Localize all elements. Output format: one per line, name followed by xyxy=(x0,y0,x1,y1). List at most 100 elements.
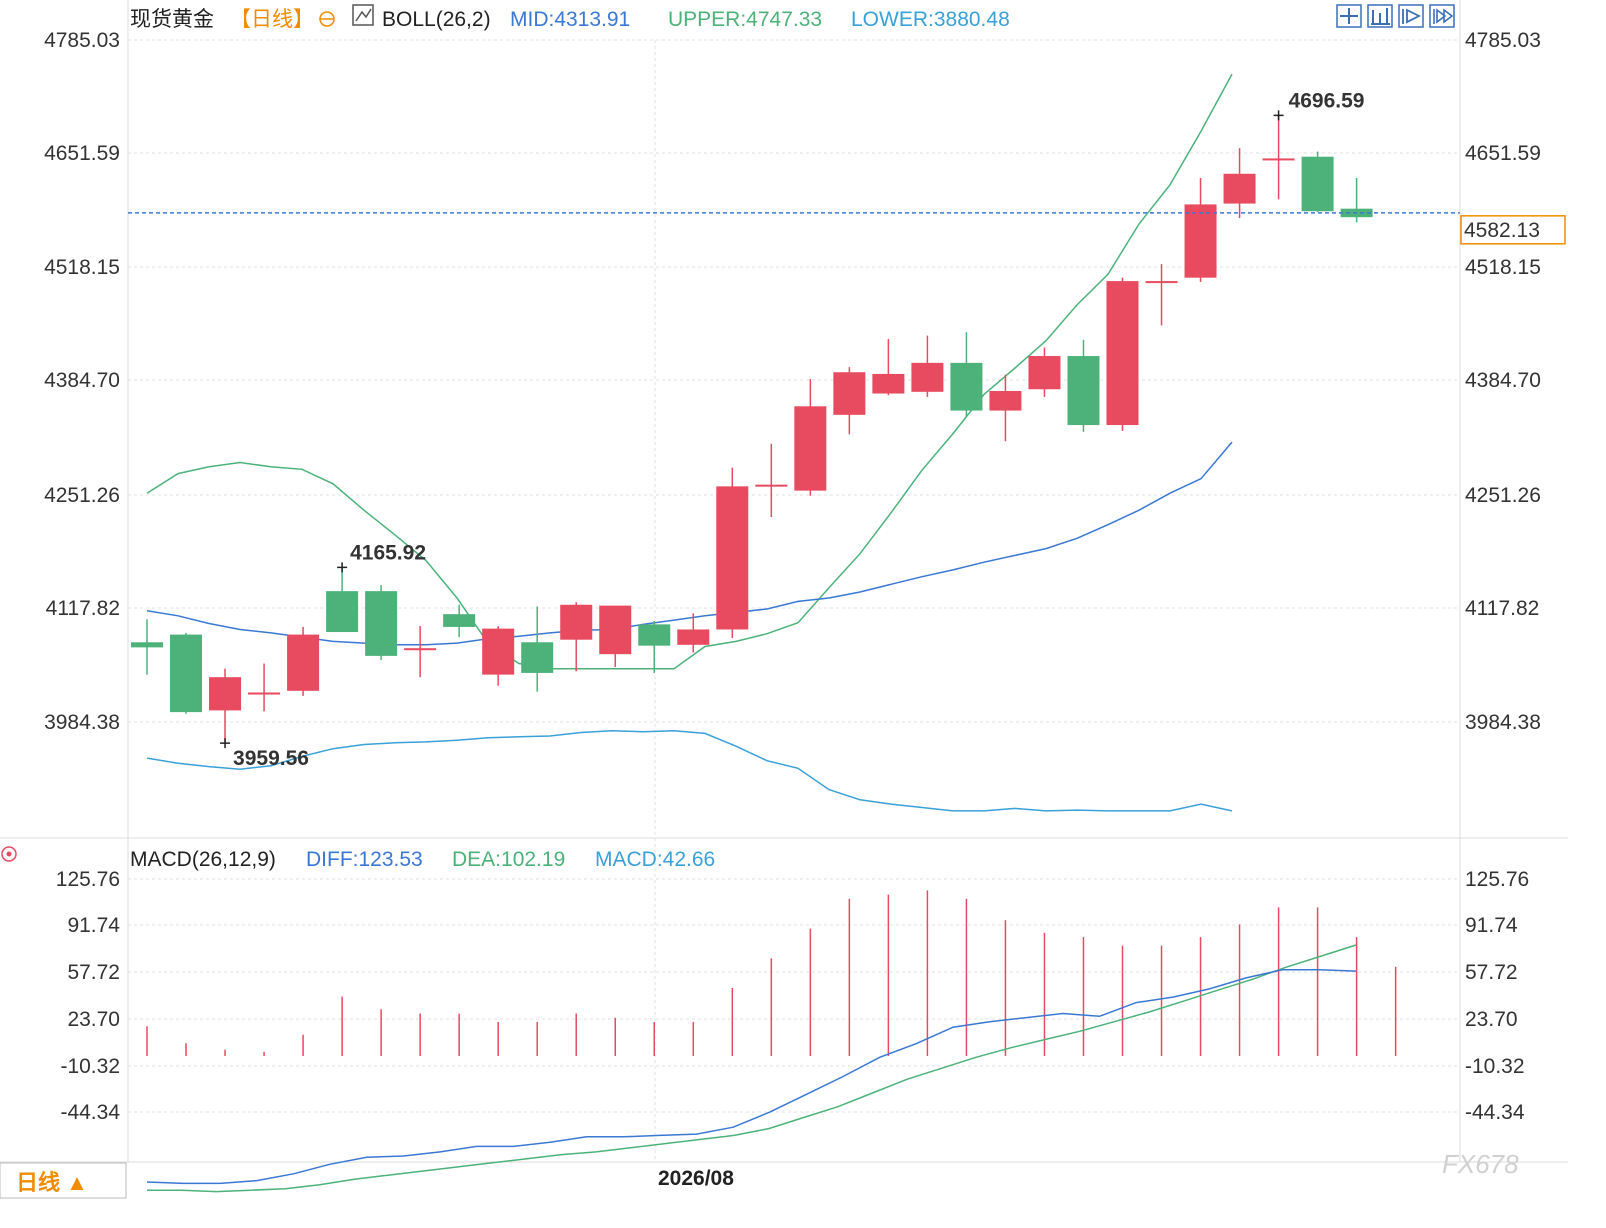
candle-body xyxy=(1262,158,1295,161)
date-axis-label: 2026/08 xyxy=(658,1167,734,1190)
macd-y-tick-label: -10.32 xyxy=(1465,1055,1525,1078)
diff-line xyxy=(146,968,1357,1185)
macd-value-label: MACD:42.66 xyxy=(595,848,715,871)
macd-yaxis-right: 125.76 91.74 57.72 23.70 -10.32 -44.34 xyxy=(1465,868,1529,1124)
macd-histogram xyxy=(146,890,1397,1056)
macd-y-tick-label: 125.76 xyxy=(56,868,120,891)
y-tick-label: 4251.26 xyxy=(1465,484,1541,507)
candlesticks xyxy=(131,114,1373,742)
macd-y-tick-label: 57.72 xyxy=(1465,961,1518,984)
candle-body xyxy=(911,362,944,392)
macd-dea-label: DEA:102.19 xyxy=(452,848,565,871)
macd-y-tick-label: -44.34 xyxy=(1465,1101,1525,1124)
y-tick-label: 4651.59 xyxy=(44,142,120,165)
last-price-label: 4582.13 xyxy=(1464,219,1540,242)
macd-y-tick-label: 91.74 xyxy=(1465,914,1518,937)
macd-y-tick-label: -44.34 xyxy=(60,1101,120,1124)
macd-y-tick-label: 91.74 xyxy=(67,914,120,937)
candle-body xyxy=(755,484,788,487)
candle-body xyxy=(716,486,749,630)
candle-body xyxy=(950,362,983,411)
y-tick-label: 3984.38 xyxy=(1465,711,1541,734)
candle-body xyxy=(872,373,905,394)
candle-body xyxy=(248,692,281,695)
boll-lower-line xyxy=(146,730,1233,812)
y-tick-label: 4117.82 xyxy=(1465,597,1539,620)
y-tick-label: 4518.15 xyxy=(44,256,120,279)
candle-body xyxy=(521,642,554,673)
candle-body xyxy=(833,372,866,415)
period-button[interactable]: 日线 ▲ xyxy=(0,1162,127,1199)
candle-body xyxy=(209,677,242,711)
y-tick-label: 4251.26 xyxy=(44,484,120,507)
y-tick-label: 3984.38 xyxy=(44,711,120,734)
boll-lower-label: LOWER:3880.48 xyxy=(851,8,1010,31)
boll-indicator-label: BOLL(26,2) xyxy=(382,8,491,31)
grid xyxy=(0,0,1568,1163)
macd-header: MACD(26,12,9) DIFF:123.53 DEA:102.19 MAC… xyxy=(1,846,715,871)
period-button-label: 日线 ▲ xyxy=(16,1170,88,1195)
dea-line xyxy=(147,944,1357,1193)
macd-y-tick-label: 57.72 xyxy=(67,961,120,984)
main-header: 现货黄金 【日线】 BOLL(26,2) MID:4313.91 UPPER:4… xyxy=(130,4,1010,31)
macd-y-tick-label: -10.32 xyxy=(60,1055,120,1078)
crosshair-icon[interactable] xyxy=(1336,4,1362,28)
y-tick-label: 4117.82 xyxy=(46,597,120,620)
macd-y-tick-label: 125.76 xyxy=(1465,868,1529,891)
annotation-marker xyxy=(337,562,348,573)
macd-diff-label: DIFF:123.53 xyxy=(306,848,423,871)
candle-body xyxy=(287,634,320,691)
candle-body xyxy=(638,624,671,646)
candle-body xyxy=(1301,156,1334,212)
play-icon[interactable] xyxy=(1398,4,1424,28)
watermark: FX678 xyxy=(1442,1149,1519,1179)
y-tick-label: 4384.70 xyxy=(1465,369,1541,392)
candle-body xyxy=(989,390,1022,411)
toolbar xyxy=(1336,4,1455,28)
macd-lines xyxy=(146,944,1357,1193)
main-yaxis-right: 4785.03 4651.59 4518.15 4384.70 4251.26 4117.… xyxy=(1465,29,1541,734)
candle-body xyxy=(1184,204,1217,278)
y-tick-label: 4518.15 xyxy=(1465,256,1541,279)
macd-yaxis-left: 125.76 91.74 57.72 23.70 -10.32 -44.34 xyxy=(56,868,121,1124)
period-label: 【日线】 xyxy=(230,8,314,31)
candle-body xyxy=(170,634,203,713)
y-tick-label: 4785.03 xyxy=(44,29,120,52)
boll-mid-line xyxy=(146,441,1233,646)
last-price-line: 4582.13 xyxy=(128,212,1566,245)
boll-mid-label: MID:4313.91 xyxy=(510,8,630,31)
candle-body xyxy=(404,648,437,651)
main-yaxis-left: 4785.03 4651.59 4518.15 4384.70 4251.26 4117.… xyxy=(44,29,120,734)
bar-chart-icon[interactable] xyxy=(1367,4,1393,28)
candle-body xyxy=(599,605,632,655)
candle-body xyxy=(560,604,593,640)
candle-body xyxy=(365,591,398,656)
fast-forward-icon[interactable] xyxy=(1429,4,1455,28)
candle-body xyxy=(1028,356,1061,390)
candle-body xyxy=(443,614,476,627)
annotation-marker xyxy=(1273,110,1284,121)
candle-body xyxy=(326,591,359,633)
macd-y-tick-label: 23.70 xyxy=(1465,1008,1518,1031)
annotation-marker xyxy=(220,738,231,749)
candle-body xyxy=(1106,281,1139,426)
high-price-label: 4696.59 xyxy=(1289,89,1365,112)
symbol-label: 现货黄金 xyxy=(130,8,214,31)
macd-y-tick-label: 23.70 xyxy=(67,1008,120,1031)
candle-body xyxy=(482,628,515,675)
candle-body xyxy=(131,642,163,648)
low-price-label: 3959.56 xyxy=(233,747,309,770)
y-tick-label: 4651.59 xyxy=(1465,142,1541,165)
chart-canvas: 现货黄金 【日线】 BOLL(26,2) MID:4313.91 UPPER:4… xyxy=(0,0,1568,1199)
candle-body xyxy=(794,406,827,491)
boll-upper-line xyxy=(146,73,1233,670)
macd-settings-icon[interactable] xyxy=(1,846,17,862)
price-annotations: 4696.59 3959.56 4165.92 xyxy=(220,89,1365,770)
period-circle-icon[interactable] xyxy=(319,11,335,27)
macd-indicator-label: MACD(26,12,9) xyxy=(130,848,276,871)
boll-upper-label: UPPER:4747.33 xyxy=(668,8,822,31)
candle-body xyxy=(1067,356,1100,426)
boll-settings-icon[interactable] xyxy=(352,4,374,26)
bollinger-bands xyxy=(146,73,1233,812)
candle-body xyxy=(677,629,710,645)
